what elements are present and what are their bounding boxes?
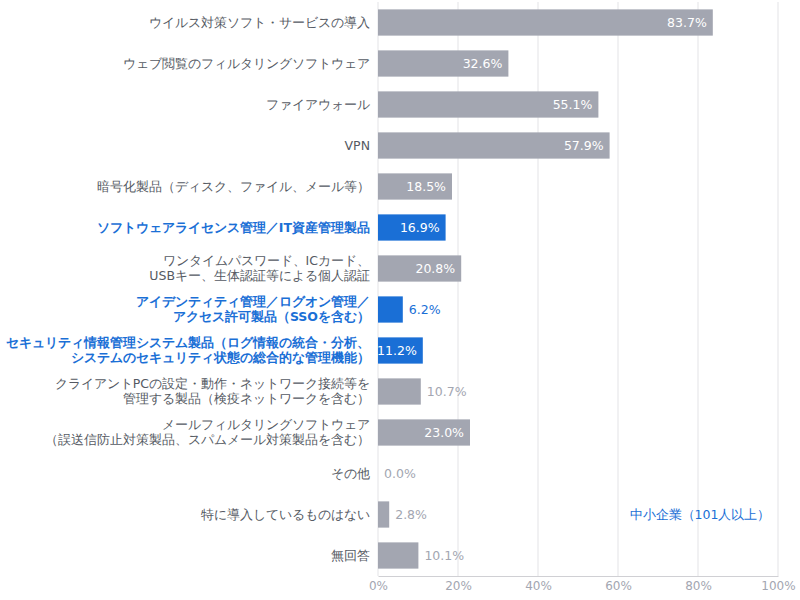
bar [378, 173, 452, 199]
grid-line [458, 2, 459, 576]
category-label: ワンタイムパスワード、ICカード、USBキー、生体認証等による個人認証 [149, 253, 370, 283]
x-tick-label: 20% [445, 579, 472, 593]
bar [378, 91, 598, 117]
grid [378, 2, 778, 576]
category-label: ファイアウォール [266, 97, 370, 112]
bar [378, 255, 461, 281]
bar [378, 419, 470, 445]
data-label: 10.7% [427, 384, 467, 399]
grid-line [378, 2, 379, 576]
annotation: 中小企業（101人以上） [630, 507, 771, 522]
category-label: ウイルス対策ソフト・サービスの導入 [149, 15, 370, 30]
category-label: 特に導入しているものはない [201, 507, 370, 522]
data-labels: 83.7% 32.6% 55.1% 57.9% 18.5% 16.9% 20.8% 6.2% 1… [377, 15, 707, 563]
bar [378, 460, 379, 486]
bar [378, 542, 418, 568]
category-label: メールフィルタリングソフトウェア（誤送信防止対策製品、スパムメール対策製品を含む… [45, 417, 370, 447]
grid-line [618, 2, 619, 576]
x-tick: 60% [605, 576, 632, 593]
bar [378, 337, 423, 363]
bar [378, 501, 389, 527]
x-axis: 0% 20% 40% 60% 80% 100% [369, 576, 796, 593]
category-label: ソフトウェアライセンス管理／IT資産管理製品 [97, 220, 370, 235]
bar [378, 9, 713, 35]
data-label: 6.2% [409, 302, 441, 317]
bar [378, 296, 403, 322]
x-tick-label: 60% [605, 579, 632, 593]
category-label: VPN [345, 138, 370, 153]
category-label: 無回答 [331, 548, 370, 563]
bar [378, 214, 446, 240]
bar [378, 132, 610, 158]
data-label: 0.0% [384, 466, 416, 481]
chart: 0% 20% 40% 60% 80% 100% ウイルス対策ソフト・サービスの導入ウェブ閲覧… [0, 0, 800, 600]
data-label: 10.1% [424, 548, 464, 563]
data-label: 18.5% [406, 179, 446, 194]
bar [378, 50, 508, 76]
data-label: 11.2% [377, 343, 417, 358]
x-tick: 20% [445, 576, 472, 593]
category-label: セキュリティ情報管理システム製品（ログ情報の統合・分析、システムのセキュリティ状… [6, 335, 370, 365]
data-label: 57.9% [564, 138, 604, 153]
data-label: 16.9% [400, 220, 440, 235]
category-label: その他 [331, 466, 370, 481]
data-label: 23.0% [424, 425, 464, 440]
category-label: 暗号化製品（ディスク、ファイル、メール等） [97, 179, 370, 194]
grid-line [538, 2, 539, 576]
data-label: 32.6% [463, 56, 503, 71]
x-tick: 80% [685, 576, 712, 593]
bar [378, 378, 421, 404]
data-label: 2.8% [395, 507, 427, 522]
category-label: クライアントPCの設定・動作・ネットワーク接続等を管理する製品（検疫ネットワーク… [55, 376, 370, 406]
grid-line [778, 2, 779, 576]
data-label: 20.8% [415, 261, 455, 276]
grid-line [698, 2, 699, 576]
x-tick-label: 0% [369, 579, 388, 593]
x-tick: 100% [761, 576, 795, 593]
category-labels: ウイルス対策ソフト・サービスの導入ウェブ閲覧のフィルタリングソフトウェアファイア… [6, 15, 370, 563]
x-axis-line [379, 576, 779, 577]
category-label: アイデンティティ管理／ログオン管理／アクセス許可製品（SSOを含む） [136, 294, 370, 324]
x-tick-label: 40% [525, 579, 552, 593]
x-tick-label: 100% [761, 579, 795, 593]
data-label: 83.7% [667, 15, 707, 30]
x-tick: 0% [369, 576, 388, 593]
data-label: 55.1% [553, 97, 593, 112]
category-label: ウェブ閲覧のフィルタリングソフトウェア [123, 56, 370, 71]
bars [378, 9, 713, 568]
x-tick-label: 80% [685, 579, 712, 593]
x-tick: 40% [525, 576, 552, 593]
